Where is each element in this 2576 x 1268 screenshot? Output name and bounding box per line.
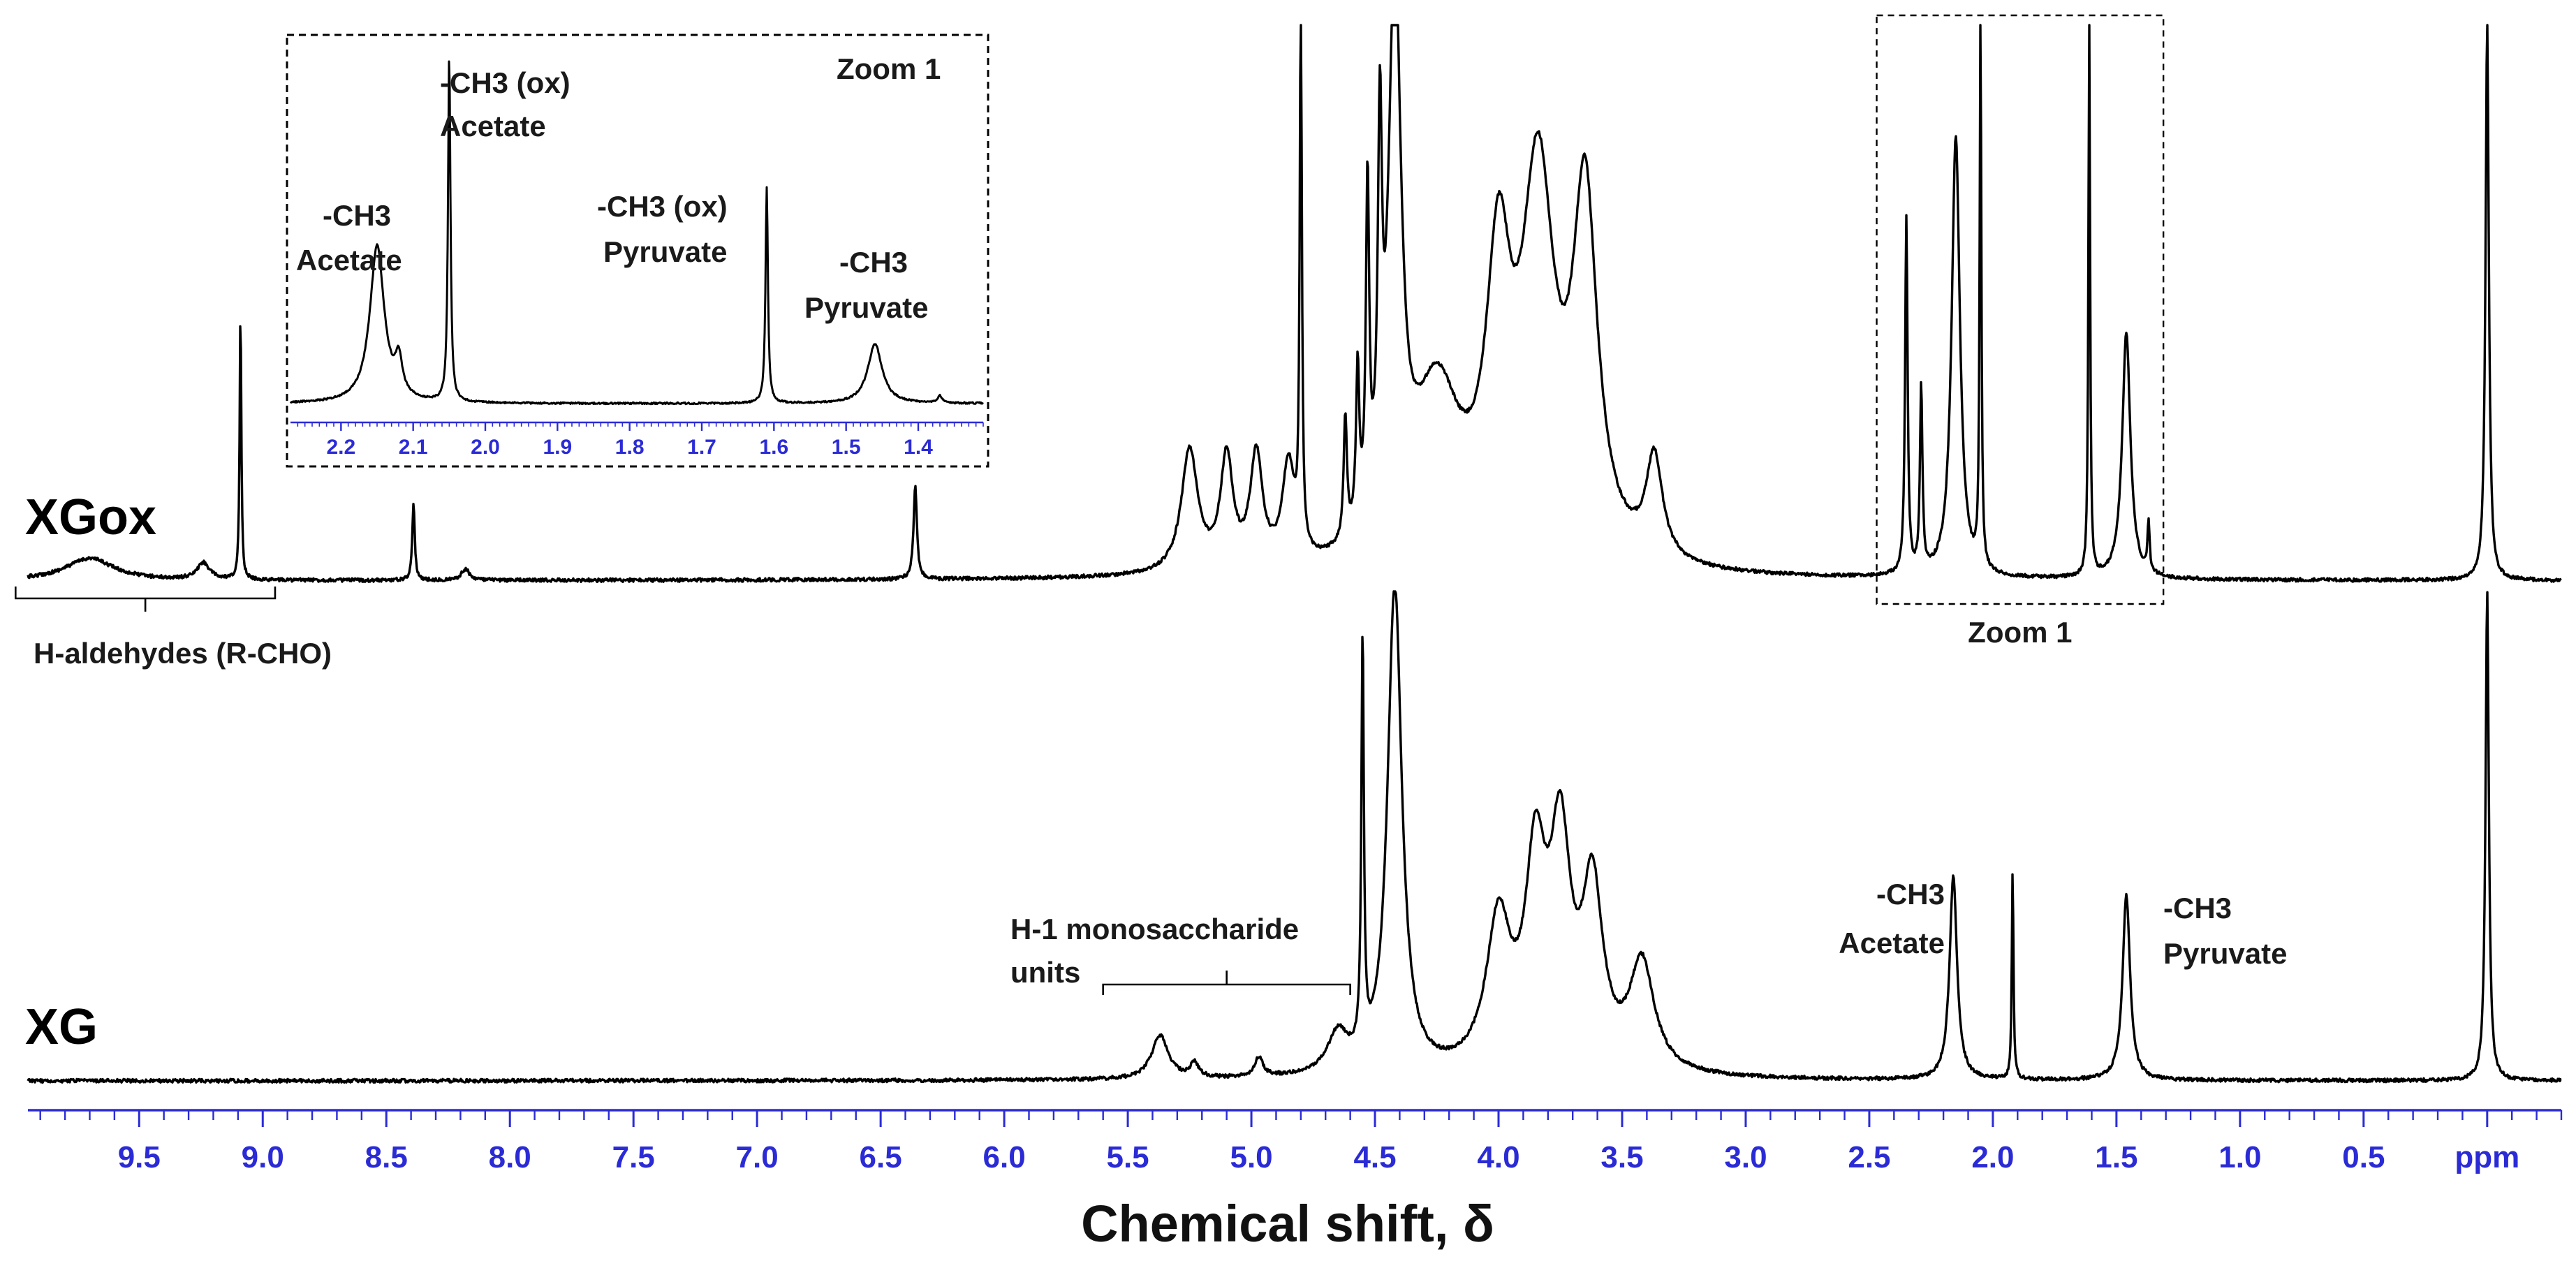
x-tick-label: 0.5 (2342, 1140, 2385, 1174)
x-tick-label: 5.5 (1106, 1140, 1149, 1174)
x-tick-label: 8.0 (489, 1140, 531, 1174)
xg-acetate-label-line1: -CH3 (1876, 878, 1945, 911)
inset-x-tick-label: 2.0 (471, 436, 500, 459)
inset-x-axis-ticks: 2.2 2.1 2.0 1.9 1.8 1.7 1.6 1.5 1.4 (297, 422, 984, 459)
h1-label-line2: units (1010, 956, 1080, 989)
inset-title: Zoom 1 (837, 52, 941, 85)
inset-pyruvate-label-line1: -CH3 (839, 246, 908, 279)
x-tick-label: 2.5 (1848, 1140, 1890, 1174)
inset-ox-pyruvate-label-line1: -CH3 (ox) (597, 190, 728, 223)
xg-pyruvate-label-line1: -CH3 (2163, 892, 2232, 924)
inset-spectrum-line (289, 60, 984, 406)
inset-x-tick-label: 1.6 (759, 436, 788, 459)
x-tick-label: 1.0 (2218, 1140, 2261, 1174)
aldehydes-bracket (15, 587, 277, 612)
inset-ox-acetate-label-line1: -CH3 (ox) (440, 66, 571, 99)
h1-bracket (1102, 971, 1351, 995)
inset-ox-acetate-label-line2: Acetate (440, 110, 546, 142)
x-tick-label: 6.5 (860, 1140, 902, 1174)
x-tick-label: 7.5 (612, 1140, 655, 1174)
zoom-inset: 2.2 2.1 2.0 1.9 1.8 1.7 1.6 1.5 1.4 Zoom 1 -CH3 … (286, 34, 989, 468)
inset-x-tick-label: 1.4 (904, 436, 933, 459)
x-tick-label: 4.0 (1477, 1140, 1519, 1174)
inset-x-tick-label: 2.2 (326, 436, 355, 459)
inset-frame (286, 34, 989, 468)
zoom-region-box (1876, 14, 2165, 605)
x-tick-label: 9.0 (242, 1140, 284, 1174)
inset-x-tick-label: 1.7 (687, 436, 716, 459)
x-tick-label: 3.5 (1600, 1140, 1643, 1174)
x-tick-label: 2.0 (1971, 1140, 2014, 1174)
x-tick-label: 7.0 (736, 1140, 779, 1174)
inset-acetate-label-line2: Acetate (296, 244, 402, 277)
inset-pyruvate-label-line2: Pyruvate (804, 291, 928, 324)
xg-acetate-label-line2: Acetate (1839, 927, 1945, 959)
x-tick-label: 4.5 (1353, 1140, 1396, 1174)
x-axis-title: Chemical shift, δ (1081, 1195, 1494, 1253)
x-tick-label: 3.0 (1724, 1140, 1767, 1174)
xgox-spectrum-line (27, 24, 2562, 583)
aldehydes-label: H-aldehydes (R-CHO) (34, 637, 332, 670)
x-tick-label: 9.5 (118, 1140, 161, 1174)
inset-x-tick-label: 1.9 (543, 436, 572, 459)
x-tick-label: 6.0 (983, 1140, 1026, 1174)
h1-label-line1: H-1 monosaccharide (1010, 913, 1299, 945)
inset-x-tick-label: 2.1 (399, 436, 428, 459)
inset-x-tick-label: 1.8 (615, 436, 645, 459)
x-tick-label: 5.0 (1230, 1140, 1272, 1174)
inset-acetate-label-line1: -CH3 (323, 199, 391, 232)
x-axis-ticks: 9.5 9.0 8.5 8.0 7.5 7.0 6.5 6.0 5.5 5.0 4.5 4.0 3.5 3… (39, 1110, 2563, 1174)
series-label-xg: XG (25, 999, 98, 1055)
zoom-region-label: Zoom 1 (1968, 616, 2072, 649)
x-tick-label: ppm (2454, 1140, 2519, 1174)
inset-x-tick-label: 1.5 (832, 436, 861, 459)
series-label-xgox: XGox (25, 489, 156, 545)
xg-spectrum-line (27, 590, 2562, 1084)
x-tick-label: 1.5 (2095, 1140, 2137, 1174)
x-tick-label: 8.5 (365, 1140, 408, 1174)
xg-pyruvate-label-line2: Pyruvate (2163, 937, 2287, 970)
inset-ox-pyruvate-label-line2: Pyruvate (603, 235, 727, 268)
